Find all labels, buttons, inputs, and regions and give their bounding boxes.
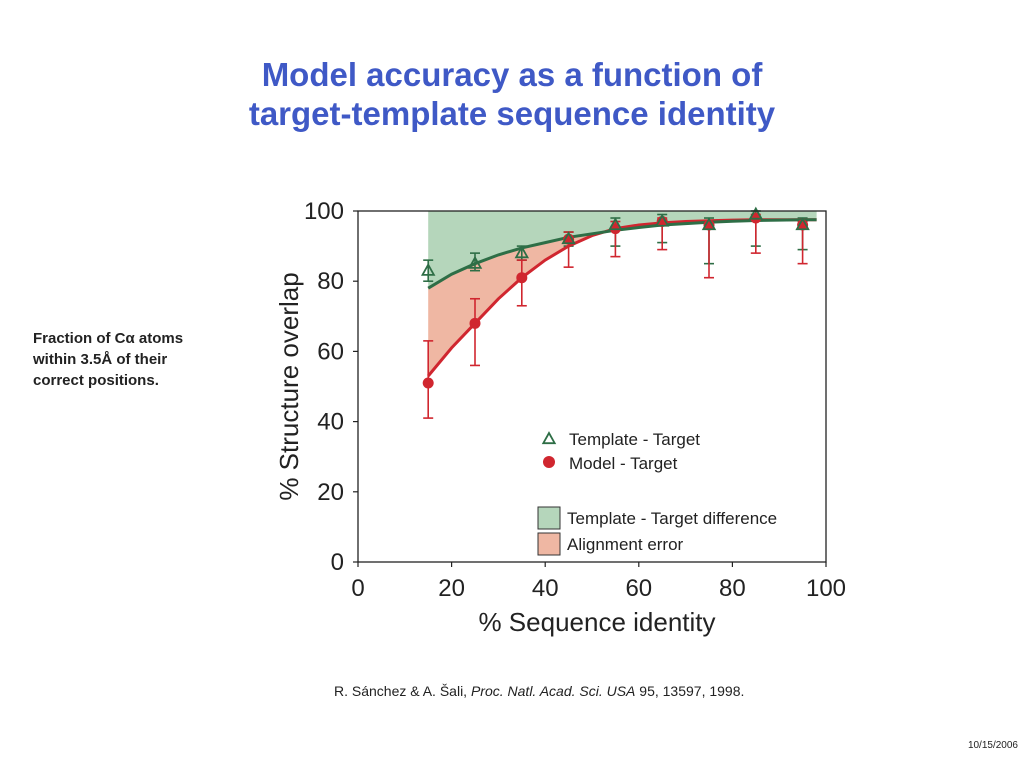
model-target-point <box>469 317 481 329</box>
alignment-error-area <box>428 219 817 376</box>
template-target-point <box>654 213 670 227</box>
side-note-line-1: Fraction of Cα atoms <box>33 330 184 347</box>
template-target-difference-area <box>428 211 817 289</box>
x-tick-label: 40 <box>532 575 559 602</box>
legend-alignment-error-swatch <box>537 532 561 556</box>
model-target-point <box>422 377 434 389</box>
x-tick-label: 100 <box>806 575 846 602</box>
legend-model-target-label: Model - Target <box>569 454 678 473</box>
template-target-point <box>795 217 810 231</box>
citation-journal: Proc. Natl. Acad. Sci. USA <box>470 683 636 699</box>
model-target-point <box>516 272 528 284</box>
y-tick-label: 40 <box>317 409 344 436</box>
template-target-point <box>608 217 623 231</box>
citation: R. Sánchez & A. Šali, Proc. Natl. Acad. … <box>334 683 744 699</box>
y-tick-label: 0 <box>331 549 344 576</box>
template-target-point <box>748 206 764 220</box>
legend-template-difference-label: Template - Target difference <box>567 509 777 528</box>
template-target-point <box>467 255 483 269</box>
template-target-point <box>420 262 436 276</box>
citation-details: 95, 13597, 1998. <box>635 683 745 699</box>
x-tick-label: 80 <box>719 575 746 602</box>
side-note-line-3: correct positions. <box>33 372 159 389</box>
title-line-1: Model accuracy as a function of <box>261 56 763 93</box>
template-target-point <box>701 217 717 231</box>
legend-template-difference-swatch <box>537 506 561 530</box>
y-tick-label: 60 <box>317 338 344 365</box>
x-tick-label: 0 <box>351 575 364 602</box>
legend-template-target-marker <box>541 431 557 445</box>
y-tick-label: 100 <box>304 198 344 225</box>
template-target-point <box>514 245 530 259</box>
slide-title: Model accuracy as a function of target-t… <box>0 55 1024 133</box>
y-axis-label: % Structure overlap <box>274 272 304 500</box>
side-note: Fraction of Cα atoms within 3.5Å of thei… <box>33 328 233 391</box>
legend-alignment-error-label: Alignment error <box>567 535 684 554</box>
x-axis-label: % Sequence identity <box>478 607 715 637</box>
x-tick-label: 20 <box>438 575 465 602</box>
x-tick-label: 60 <box>625 575 652 602</box>
y-tick-label: 80 <box>317 268 344 295</box>
template-target-point <box>561 231 576 245</box>
side-note-line-2: within 3.5Å of their <box>33 351 168 368</box>
legend-model-target-marker <box>543 456 555 468</box>
legend-template-target-label: Template - Target <box>569 430 700 449</box>
citation-authors: R. Sánchez & A. Šali, <box>334 683 471 699</box>
y-tick-label: 20 <box>317 479 344 506</box>
slide-date: 10/15/2006 <box>967 740 1018 751</box>
title-line-2: target-template sequence identity <box>248 95 776 132</box>
plot-frame <box>357 210 827 563</box>
